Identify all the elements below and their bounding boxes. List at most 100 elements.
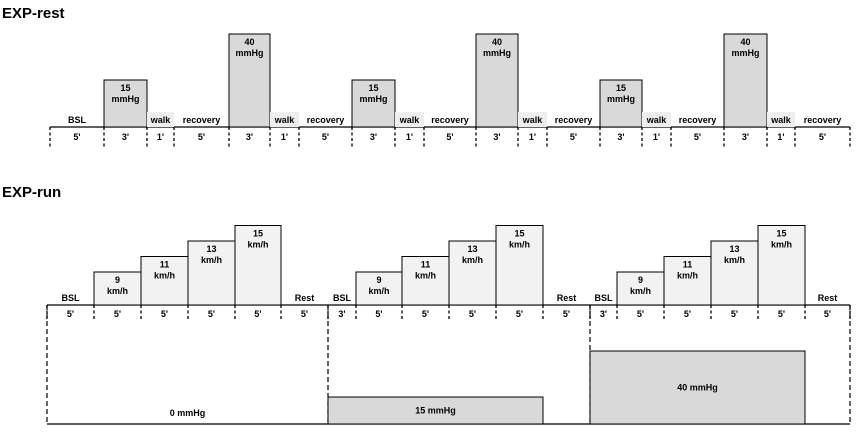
speed-box — [93, 271, 142, 306]
condition-box — [589, 350, 806, 425]
pressure-unit-label: mmHg — [731, 48, 759, 58]
speed-unit-label: km/h — [724, 255, 745, 265]
duration-label: 1' — [157, 132, 164, 142]
condition-box — [327, 396, 544, 425]
speed-value-label: 15 — [776, 229, 786, 239]
baseline-label: BSL — [595, 293, 614, 303]
speed-value-label: 11 — [421, 260, 431, 270]
pressure-unit-label: mmHg — [235, 48, 263, 58]
speed-box — [757, 225, 806, 306]
duration-label: 3' — [370, 132, 377, 142]
pressure-box — [599, 79, 643, 128]
speed-box — [710, 240, 759, 306]
recovery-label: recovery — [183, 115, 221, 125]
duration-label: 5' — [254, 309, 261, 319]
pressure-box — [103, 79, 148, 128]
pressure-value-label: 15 — [616, 83, 626, 93]
pressure-value-label: 40 — [740, 37, 750, 47]
speed-unit-label: km/h — [368, 286, 389, 296]
duration-label: 5' — [824, 309, 831, 319]
pressure-box — [723, 33, 768, 128]
duration-label: 3' — [493, 132, 500, 142]
recovery-label: recovery — [555, 115, 593, 125]
pressure-unit-label: mmHg — [111, 94, 139, 104]
duration-label: 5' — [637, 309, 644, 319]
rest-label: Rest — [557, 293, 577, 303]
duration-label: 3' — [338, 309, 345, 319]
duration-label: 5' — [375, 309, 382, 319]
duration-label: 1' — [529, 132, 536, 142]
speed-box — [401, 256, 450, 306]
duration-label: 5' — [469, 309, 476, 319]
duration-label: 5' — [684, 309, 691, 319]
duration-label: 3' — [122, 132, 129, 142]
speed-box — [187, 240, 236, 306]
speed-value-label: 11 — [683, 260, 693, 270]
condition-label: 15 mmHg — [415, 406, 456, 416]
recovery-label: recovery — [307, 115, 345, 125]
baseline-label: BSL — [68, 115, 87, 125]
speed-box — [663, 256, 712, 306]
duration-label: 1' — [777, 132, 784, 142]
walk-label: walk — [770, 115, 792, 125]
walk-box — [395, 112, 424, 127]
walk-label: walk — [646, 115, 668, 125]
duration-label: 3' — [617, 132, 624, 142]
duration-label: 5' — [208, 309, 215, 319]
pressure-value-label: 15 — [120, 83, 130, 93]
baseline-label: BSL — [62, 293, 81, 303]
speed-box — [355, 271, 403, 306]
duration-label: 5' — [67, 309, 74, 319]
recovery-label: recovery — [679, 115, 717, 125]
speed-unit-label: km/h — [462, 255, 483, 265]
rest-label: Rest — [818, 293, 838, 303]
speed-value-label: 13 — [206, 244, 216, 254]
speed-unit-label: km/h — [630, 286, 651, 296]
duration-label: 5' — [301, 309, 308, 319]
pressure-box — [351, 79, 396, 128]
duration-label: 1' — [406, 132, 413, 142]
walk-box — [270, 112, 299, 127]
duration-label: 5' — [422, 309, 429, 319]
duration-label: 5' — [198, 132, 205, 142]
speed-unit-label: km/h — [509, 240, 530, 250]
recovery-label: recovery — [804, 115, 842, 125]
speed-unit-label: km/h — [154, 271, 175, 281]
duration-label: 5' — [731, 309, 738, 319]
pressure-unit-label: mmHg — [359, 94, 387, 104]
pressure-value-label: 40 — [244, 37, 254, 47]
speed-box — [448, 240, 497, 306]
speed-unit-label: km/h — [771, 240, 792, 250]
pressure-value-label: 15 — [368, 83, 378, 93]
speed-unit-label: km/h — [247, 240, 268, 250]
walk-box — [767, 112, 795, 127]
duration-label: 5' — [114, 309, 121, 319]
speed-value-label: 9 — [638, 275, 643, 285]
pressure-value-label: 40 — [492, 37, 502, 47]
pressure-unit-label: mmHg — [483, 48, 511, 58]
walk-label: walk — [522, 115, 544, 125]
recovery-label: recovery — [431, 115, 469, 125]
duration-label: 5' — [570, 132, 577, 142]
duration-label: 5' — [694, 132, 701, 142]
duration-label: 1' — [653, 132, 660, 142]
duration-label: 3' — [600, 309, 607, 319]
exp-run-title: EXP-run — [2, 184, 61, 201]
pressure-unit-label: mmHg — [607, 94, 635, 104]
duration-label: 3' — [246, 132, 253, 142]
speed-value-label: 9 — [115, 275, 120, 285]
speed-value-label: 13 — [467, 244, 477, 254]
speed-unit-label: km/h — [201, 255, 222, 265]
speed-value-label: 13 — [729, 244, 739, 254]
walk-box — [518, 112, 547, 127]
walk-label: walk — [274, 115, 296, 125]
duration-label: 5' — [516, 309, 523, 319]
condition-label: 40 mmHg — [677, 383, 718, 393]
baseline-label: BSL — [333, 293, 352, 303]
exp-run-timeline: BSL5'9km/h5'11km/h5'13km/h5'15km/h5'Rest… — [46, 225, 851, 425]
walk-box — [642, 112, 671, 127]
speed-value-label: 11 — [160, 260, 170, 270]
duration-label: 5' — [73, 132, 80, 142]
speed-value-label: 15 — [253, 229, 263, 239]
